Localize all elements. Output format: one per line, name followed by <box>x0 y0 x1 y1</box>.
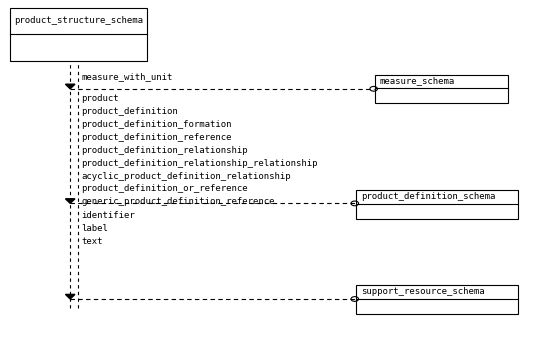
Text: product_definition_schema: product_definition_schema <box>361 192 495 201</box>
Text: product_definition_formation: product_definition_formation <box>81 120 232 129</box>
Text: product: product <box>81 94 119 103</box>
Text: identifier: identifier <box>81 211 135 220</box>
Text: product_definition: product_definition <box>81 107 178 116</box>
Polygon shape <box>65 294 75 299</box>
Text: measure_schema: measure_schema <box>380 76 455 85</box>
Bar <box>356 190 518 219</box>
Text: acyclic_product_definition_relationship: acyclic_product_definition_relationship <box>81 172 291 181</box>
Bar <box>10 8 147 61</box>
Bar <box>375 75 508 103</box>
Bar <box>356 285 518 314</box>
Text: measure_with_unit: measure_with_unit <box>81 72 172 81</box>
Polygon shape <box>65 199 75 203</box>
Text: product_definition_relationship_relationship: product_definition_relationship_relation… <box>81 159 318 168</box>
Text: text: text <box>81 237 103 246</box>
Text: product_definition_reference: product_definition_reference <box>81 133 232 142</box>
Text: generic_product_definition_reference: generic_product_definition_reference <box>81 197 274 206</box>
Polygon shape <box>65 84 75 89</box>
Text: product_definition_relationship: product_definition_relationship <box>81 146 248 155</box>
Text: product_structure_schema: product_structure_schema <box>14 16 143 24</box>
Text: label: label <box>81 224 108 233</box>
Text: product_definition_or_reference: product_definition_or_reference <box>81 184 248 194</box>
Text: support_resource_schema: support_resource_schema <box>361 286 484 296</box>
